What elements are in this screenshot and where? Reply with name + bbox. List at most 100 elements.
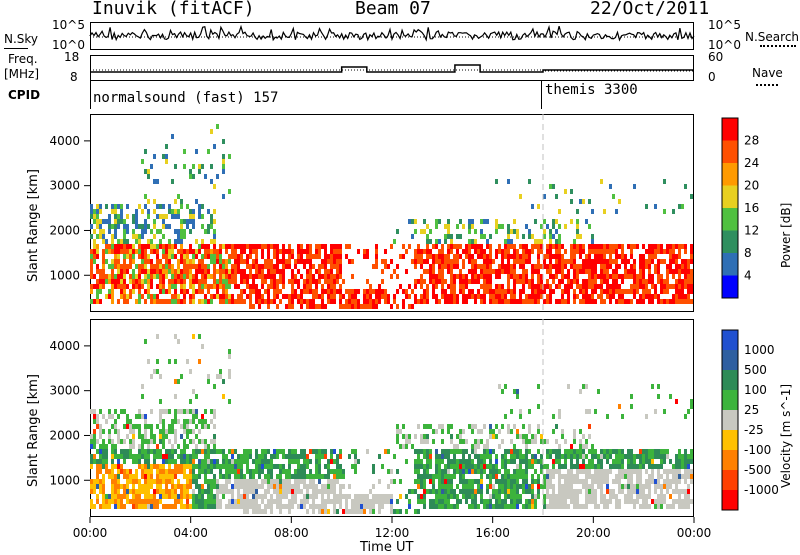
velocity-cell xyxy=(450,434,453,439)
velocity-cell xyxy=(561,499,564,504)
velocity-cell xyxy=(687,494,690,499)
velocity-cell xyxy=(561,464,564,469)
velocity-cell xyxy=(567,479,570,484)
power-cell xyxy=(207,264,210,269)
power-cell xyxy=(363,289,366,294)
power-cell xyxy=(624,259,627,264)
power-cell xyxy=(456,244,459,249)
power-cell xyxy=(402,304,405,309)
velocity-cell xyxy=(459,469,462,474)
velocity-cell xyxy=(228,474,231,479)
velocity-cell xyxy=(228,354,231,359)
power-cell xyxy=(525,244,528,249)
velocity-cell xyxy=(381,464,384,469)
velocity-cell xyxy=(231,489,234,494)
velocity-cell xyxy=(423,494,426,499)
velocity-cell xyxy=(420,464,423,469)
velocity-cell xyxy=(318,464,321,469)
velocity-cell xyxy=(432,429,435,434)
power-cell xyxy=(420,294,423,299)
power-cell xyxy=(93,274,96,279)
velocity-cell xyxy=(417,464,420,469)
power-cell xyxy=(369,299,372,304)
power-cell xyxy=(318,254,321,259)
power-cell xyxy=(123,299,126,304)
velocity-cell xyxy=(231,494,234,499)
power-cell xyxy=(174,269,177,274)
power-cell xyxy=(213,264,216,269)
velocity-cell xyxy=(147,459,150,464)
power-cell xyxy=(204,249,207,254)
velocity-cell xyxy=(288,454,291,459)
velocity-cell xyxy=(315,504,318,509)
velocity-cell xyxy=(303,449,306,454)
power-cell xyxy=(90,274,93,279)
velocity-cell xyxy=(378,509,381,514)
power-cell xyxy=(276,259,279,264)
velocity-cell xyxy=(120,439,123,444)
velocity-cell xyxy=(552,494,555,499)
velocity-cell xyxy=(117,484,120,489)
power-cell xyxy=(450,289,453,294)
power-cell xyxy=(495,284,498,289)
velocity-cell xyxy=(426,469,429,474)
velocity-cell xyxy=(465,439,468,444)
power-cell xyxy=(210,129,213,134)
velocity-cell xyxy=(603,469,606,474)
power-cell xyxy=(138,299,141,304)
power-cell xyxy=(657,299,660,304)
velocity-cell xyxy=(555,499,558,504)
velocity-cell xyxy=(474,499,477,504)
velocity-cell xyxy=(189,429,192,434)
power-cell xyxy=(213,234,216,239)
velocity-colorbar-tick: 25 xyxy=(744,403,759,417)
velocity-cell xyxy=(486,439,489,444)
velocity-cell xyxy=(603,499,606,504)
velocity-cell xyxy=(624,494,627,499)
velocity-cell xyxy=(555,504,558,509)
velocity-cell xyxy=(561,484,564,489)
velocity-cell xyxy=(150,374,153,379)
velocity-cell xyxy=(333,474,336,479)
velocity-cell xyxy=(267,449,270,454)
velocity-cell xyxy=(552,489,555,494)
velocity-cell xyxy=(165,454,168,459)
power-cell xyxy=(474,274,477,279)
power-cell xyxy=(234,279,237,284)
power-cell xyxy=(690,289,693,294)
power-cell xyxy=(504,254,507,259)
velocity-cell xyxy=(267,484,270,489)
velocity-cell xyxy=(678,489,681,494)
power-cell xyxy=(162,154,165,159)
power-cell xyxy=(93,249,96,254)
power-cell xyxy=(597,249,600,254)
power-cell xyxy=(651,284,654,289)
velocity-cell xyxy=(543,499,546,504)
velocity-cell xyxy=(207,499,210,504)
velocity-cell xyxy=(339,464,342,469)
power-cell xyxy=(444,279,447,284)
power-cell xyxy=(117,279,120,284)
velocity-cell xyxy=(477,464,480,469)
power-cell xyxy=(195,199,198,204)
power-cell xyxy=(240,294,243,299)
power-cell xyxy=(639,269,642,274)
power-cell xyxy=(291,304,294,309)
power-cell xyxy=(618,284,621,289)
velocity-cell xyxy=(351,509,354,514)
velocity-cell xyxy=(204,439,207,444)
velocity-cell xyxy=(117,499,120,504)
velocity-cell xyxy=(624,454,627,459)
velocity-cell xyxy=(189,369,192,374)
velocity-cell xyxy=(99,444,102,449)
power-cell xyxy=(633,269,636,274)
velocity-cell xyxy=(339,499,342,504)
power-cell xyxy=(114,249,117,254)
power-cell xyxy=(261,294,264,299)
velocity-cell xyxy=(477,489,480,494)
power-cell xyxy=(219,279,222,284)
velocity-cell xyxy=(576,479,579,484)
power-cell xyxy=(627,274,630,279)
velocity-cell xyxy=(456,469,459,474)
